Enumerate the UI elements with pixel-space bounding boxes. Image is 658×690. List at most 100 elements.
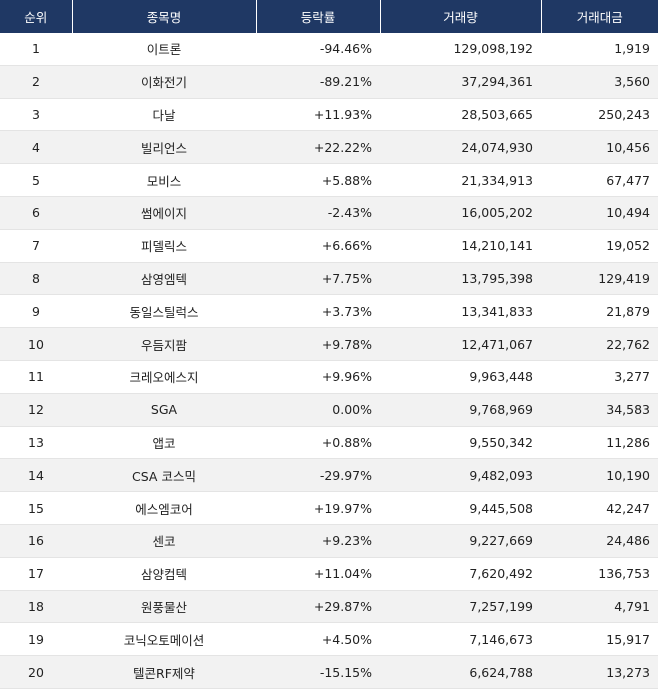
table-row: 10 우듬지팜 +9.78% 12,471,067 22,762 — [0, 327, 658, 361]
header-row: 순위 종목명 등락률 거래량 거래대금 — [0, 0, 658, 33]
table-row: 16 센코 +9.23% 9,227,669 24,486 — [0, 524, 658, 558]
table-cell: +3.73% — [256, 294, 380, 329]
table-row: 4 빌리언스 +22.22% 24,074,930 10,456 — [0, 130, 658, 165]
table-cell: 2 — [0, 65, 72, 99]
table-cell: 12 — [0, 393, 72, 427]
table-cell: 10,190 — [541, 458, 658, 493]
table-cell: 4 — [0, 130, 72, 165]
header-cell: 순위 — [0, 0, 72, 33]
table-cell: 7,146,673 — [380, 622, 541, 657]
table-cell: 21,334,913 — [380, 163, 541, 197]
table-cell: 다날 — [72, 98, 256, 132]
table-cell: -89.21% — [256, 65, 380, 99]
table-row: 9 동일스틸럭스 +3.73% 13,341,833 21,879 — [0, 294, 658, 329]
table-cell: 15,917 — [541, 622, 658, 657]
table-row: 2 이화전기 -89.21% 37,294,361 3,560 — [0, 65, 658, 99]
table-cell: 19 — [0, 622, 72, 657]
header-cell: 등락률 — [255, 0, 380, 33]
table-cell: 7,257,199 — [380, 590, 541, 624]
table-cell: 17 — [0, 557, 72, 591]
header-cell: 거래량 — [379, 0, 541, 33]
table-cell: 13,795,398 — [380, 262, 541, 296]
table-cell: +6.66% — [256, 229, 380, 263]
table-cell: 11 — [0, 360, 72, 394]
table-cell: +11.93% — [256, 98, 380, 132]
table-cell: 12,471,067 — [380, 327, 541, 361]
table-cell: 13 — [0, 426, 72, 460]
table-cell: 3 — [0, 98, 72, 132]
table-cell: 15 — [0, 491, 72, 525]
table-cell: -29.97% — [256, 458, 380, 493]
table-cell: 129,419 — [541, 262, 658, 296]
table-cell: +9.96% — [256, 360, 380, 394]
table-cell: 1 — [0, 33, 72, 66]
table-cell: 9,482,093 — [380, 458, 541, 493]
table-cell: +19.97% — [256, 491, 380, 525]
table-row: 5 모비스 +5.88% 21,334,913 67,477 — [0, 163, 658, 197]
table-row: 6 썸에이지 -2.43% 16,005,202 10,494 — [0, 196, 658, 230]
table-cell: +29.87% — [256, 590, 380, 624]
table-cell: 센코 — [72, 524, 256, 558]
table-cell: 19,052 — [541, 229, 658, 263]
table-cell: 21,879 — [541, 294, 658, 329]
table-cell: 텔콘RF제약 — [72, 655, 256, 689]
table-cell: +7.75% — [256, 262, 380, 296]
table-cell: 9,963,448 — [380, 360, 541, 394]
table-cell: 4,791 — [541, 590, 658, 624]
table-cell: 9,768,969 — [380, 393, 541, 427]
table-cell: 빌리언스 — [72, 130, 256, 165]
table-cell: 9,550,342 — [380, 426, 541, 460]
table-cell: 이트론 — [72, 33, 256, 66]
table-cell: 129,098,192 — [380, 33, 541, 66]
table-cell: 0.00% — [256, 393, 380, 427]
table-cell: 9,445,508 — [380, 491, 541, 525]
table-cell: 원풍물산 — [72, 590, 256, 624]
table-cell: 37,294,361 — [380, 65, 541, 99]
table-cell: 8 — [0, 262, 72, 296]
table-cell: 7,620,492 — [380, 557, 541, 591]
table-cell: 24,074,930 — [380, 130, 541, 165]
table-cell: -15.15% — [256, 655, 380, 689]
table-cell: 크레오에스지 — [72, 360, 256, 394]
table-cell: +11.04% — [256, 557, 380, 591]
table-cell: 이화전기 — [72, 65, 256, 99]
header-cell: 거래대금 — [540, 0, 658, 33]
table-cell: 9 — [0, 294, 72, 329]
table-cell: 코닉오토메이션 — [72, 622, 256, 657]
table-cell: 1,919 — [541, 33, 658, 66]
table-row: 12 SGA 0.00% 9,768,969 34,583 — [0, 393, 658, 427]
table-cell: 9,227,669 — [380, 524, 541, 558]
table-cell: +4.50% — [256, 622, 380, 657]
table-row: 11 크레오에스지 +9.96% 9,963,448 3,277 — [0, 360, 658, 394]
table-cell: 에스엠코어 — [72, 491, 256, 525]
table-cell: 67,477 — [541, 163, 658, 197]
table-cell: 22,762 — [541, 327, 658, 361]
table-cell: 18 — [0, 590, 72, 624]
table-cell: 16,005,202 — [380, 196, 541, 230]
table-cell: -94.46% — [256, 33, 380, 66]
table-row: 18 원풍물산 +29.87% 7,257,199 4,791 — [0, 590, 658, 624]
table-cell: 13,341,833 — [380, 294, 541, 329]
table-cell: 우듬지팜 — [72, 327, 256, 361]
table-cell: 모비스 — [72, 163, 256, 197]
table-cell: 28,503,665 — [380, 98, 541, 132]
table-cell: 42,247 — [541, 491, 658, 525]
table-cell: 20 — [0, 655, 72, 689]
table-cell: 6,624,788 — [380, 655, 541, 689]
table-cell: 5 — [0, 163, 72, 197]
table-cell: +22.22% — [256, 130, 380, 165]
table-row: 19 코닉오토메이션 +4.50% 7,146,673 15,917 — [0, 622, 658, 657]
table-row: 3 다날 +11.93% 28,503,665 250,243 — [0, 98, 658, 132]
table-cell: 250,243 — [541, 98, 658, 132]
table-row: 14 CSA 코스믹 -29.97% 9,482,093 10,190 — [0, 458, 658, 493]
table-cell: 동일스틸럭스 — [72, 294, 256, 329]
table-row: 20 텔콘RF제약 -15.15% 6,624,788 13,273 — [0, 655, 658, 689]
table-cell: 34,583 — [541, 393, 658, 427]
table-cell: 썸에이지 — [72, 196, 256, 230]
table-cell: 3,277 — [541, 360, 658, 394]
table-cell: 피델릭스 — [72, 229, 256, 263]
table-row: 15 에스엠코어 +19.97% 9,445,508 42,247 — [0, 491, 658, 525]
